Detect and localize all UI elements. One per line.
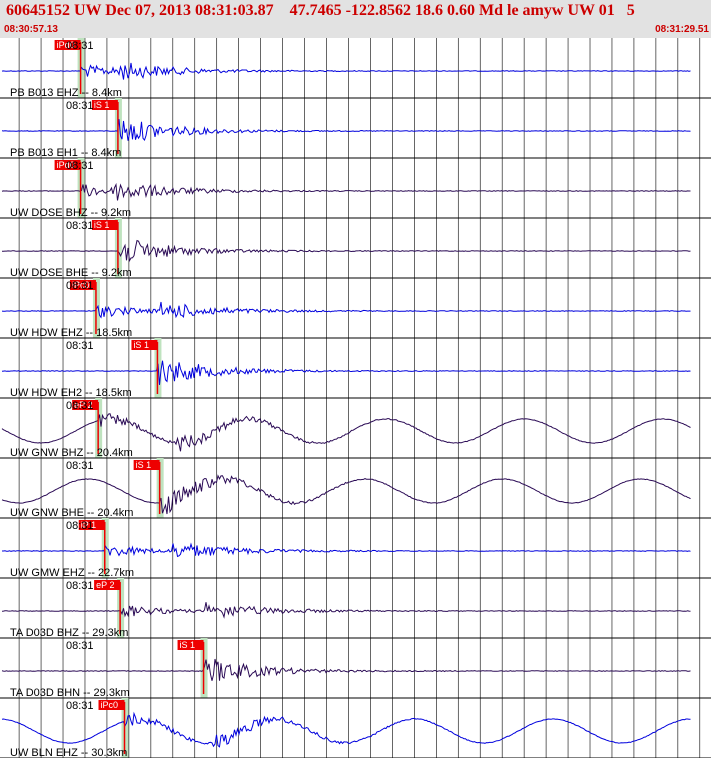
waveform-trace	[1, 413, 691, 452]
pick-flag	[133, 460, 160, 470]
waveform-trace	[1, 602, 691, 619]
time-tick-label: 08:31	[66, 340, 94, 352]
time-tick-label: 08:31	[66, 640, 94, 652]
waveform-trace	[1, 658, 691, 681]
time-tick-label: 08:31	[66, 400, 94, 412]
waveform-trace	[1, 62, 691, 80]
waveform-trace	[1, 301, 691, 319]
pick-label: iS 1	[94, 220, 110, 230]
event-title: 60645152 UW Dec 07, 2013 08:31:03.87 47.…	[6, 2, 635, 19]
pick-flag	[91, 100, 118, 110]
pick-flag	[69, 280, 96, 290]
station-label: UW HDW EHZ -- 18.5km	[10, 327, 132, 339]
station-label: UW GMW EHZ -- 22.7km	[10, 567, 134, 579]
pick-label: iP 1	[81, 520, 96, 530]
station-label: TA D03D BHN -- 29.3km	[10, 687, 130, 699]
waveform-trace	[1, 474, 691, 515]
pick-flag	[131, 340, 158, 350]
pick-label: iS 1	[136, 460, 152, 470]
station-label: UW GNW BHE -- 20.4km	[10, 507, 133, 519]
station-label: TA D03D BHZ -- 29.3km	[10, 627, 128, 639]
station-label: UW GNW BHZ -- 20.4km	[10, 447, 133, 459]
station-label: UW DOSE BHZ -- 9.2km	[10, 207, 131, 219]
time-tick-label: 08:31	[66, 520, 94, 532]
pick-flag	[98, 700, 125, 710]
pick-label: eP 2	[96, 580, 114, 590]
pick-label: eP 2	[74, 400, 92, 410]
pick-flag	[177, 640, 204, 650]
pick-label: iS 1	[94, 100, 110, 110]
start-time-label: 08:30:57.13	[4, 24, 58, 35]
time-tick-label: 08:31	[66, 100, 94, 112]
waveform-trace	[1, 182, 691, 201]
time-tick-label: 08:31	[66, 580, 94, 592]
station-label: PB B013 EH1 -- 8.4km	[10, 147, 121, 159]
waveform-trace	[1, 711, 691, 748]
pick-flag	[54, 160, 81, 170]
station-label: UW DOSE BHE -- 9.2km	[10, 267, 132, 279]
waveform-trace	[1, 119, 691, 141]
pick-label: iPc0	[101, 700, 119, 710]
pick-label: iPd0	[57, 40, 75, 50]
station-label: UW HDW EH2 -- 18.5km	[10, 387, 132, 399]
waveform-trace	[2, 542, 691, 558]
waveform-trace	[1, 360, 691, 385]
time-tick-label: 08:31	[66, 280, 94, 292]
waveform-trace	[2, 239, 691, 263]
pick-flag	[54, 40, 81, 50]
time-tick-label: 08:31	[66, 220, 94, 232]
pick-label: iS 1	[180, 640, 196, 650]
pick-flag	[91, 220, 118, 230]
event-header: 60645152 UW Dec 07, 2013 08:31:03.87 47.…	[0, 0, 711, 38]
end-time-label: 08:31:29.51	[655, 24, 709, 35]
pick-label: iPd0	[57, 160, 75, 170]
pick-label: iS 1	[133, 340, 149, 350]
time-tick-label: 08:31	[66, 700, 94, 712]
time-tick-label: 08:31	[66, 160, 94, 172]
pick-label: iPc0	[72, 280, 90, 290]
time-tick-label: 08:31	[66, 40, 94, 52]
station-label: PB B013 EHZ -- 8.4km	[10, 87, 122, 99]
pick-flag	[72, 400, 99, 410]
pick-flag	[94, 580, 121, 590]
station-label: UW BLN EHZ -- 30.3km	[10, 747, 127, 758]
time-tick-label: 08:31	[66, 460, 94, 472]
pick-flag	[78, 520, 105, 530]
